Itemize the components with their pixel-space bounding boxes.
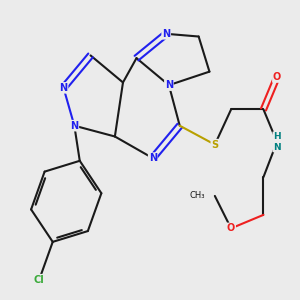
Text: N: N bbox=[148, 153, 157, 163]
Text: O: O bbox=[227, 224, 235, 233]
Text: N: N bbox=[59, 83, 68, 93]
Text: N: N bbox=[70, 121, 78, 131]
Text: S: S bbox=[211, 140, 218, 150]
Text: N: N bbox=[162, 29, 170, 39]
Text: H
N: H N bbox=[273, 132, 281, 152]
Text: O: O bbox=[273, 72, 281, 82]
Text: Cl: Cl bbox=[34, 275, 45, 285]
Text: N: N bbox=[165, 80, 173, 90]
Text: CH₃: CH₃ bbox=[190, 191, 205, 200]
